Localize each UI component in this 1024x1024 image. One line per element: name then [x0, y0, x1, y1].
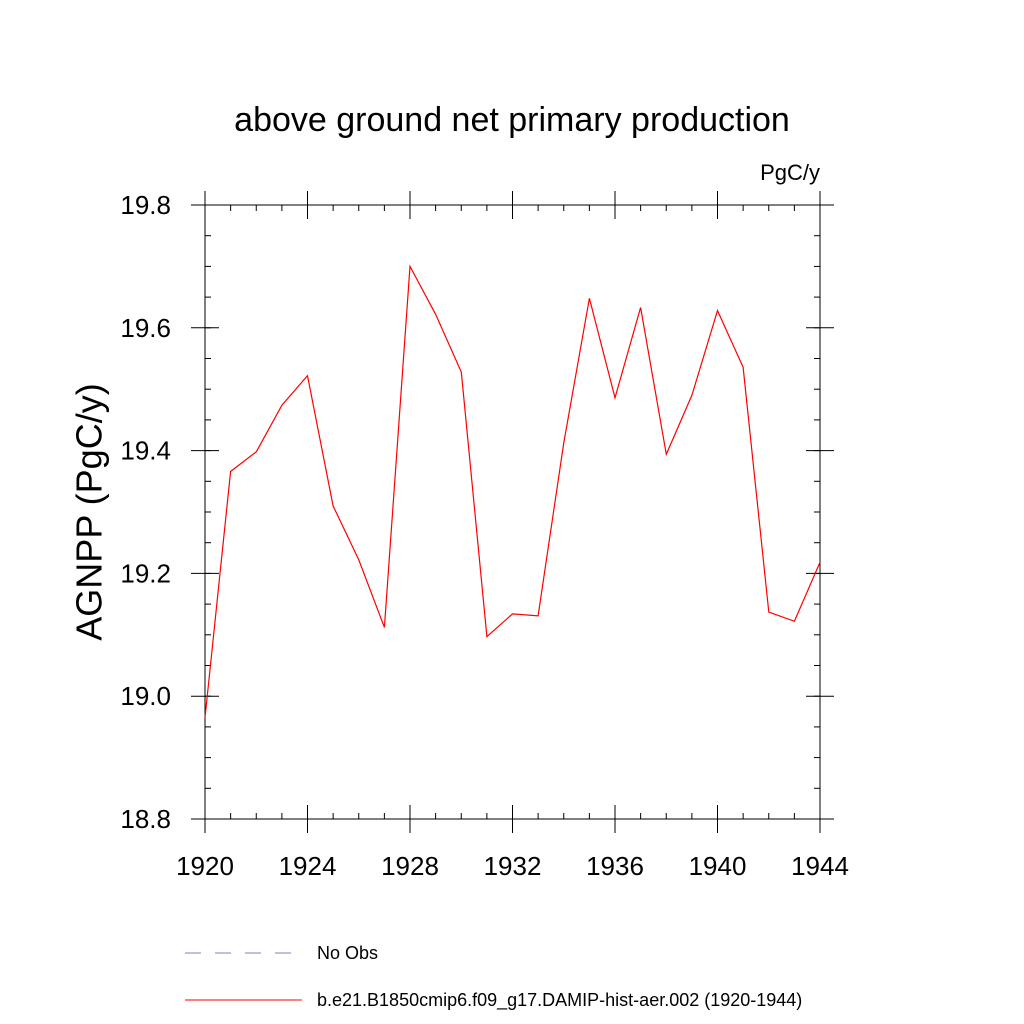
legend-label: b.e21.B1850cmip6.f09_g17.DAMIP-hist-aer.…: [317, 990, 802, 1011]
x-tick-label: 1944: [791, 851, 849, 881]
x-tick-labels: 1920 1924 1928 1932 1936 1940 1944: [176, 851, 849, 881]
y-axis-label: AGNPP (PgC/y): [69, 383, 110, 640]
x-tick-label: 1932: [484, 851, 542, 881]
y-tick-label: 19.2: [120, 558, 171, 588]
x-tick-label: 1924: [279, 851, 337, 881]
series-layer: [204, 264, 821, 718]
y-tick-label: 19.0: [120, 681, 171, 711]
units-label: PgC/y: [760, 160, 820, 185]
minor-ticks: [204, 204, 821, 820]
x-tick-label: 1928: [381, 851, 439, 881]
y-tick-label: 18.8: [120, 804, 171, 834]
y-tick-label: 19.4: [120, 436, 171, 466]
x-tick-label: 1940: [689, 851, 747, 881]
chart-title: above ground net primary production: [234, 101, 790, 139]
y-tick-label: 19.6: [120, 313, 171, 343]
legend-label: No Obs: [317, 943, 378, 963]
x-tick-label: 1920: [176, 851, 234, 881]
plot-frame: [204, 204, 821, 820]
major-ticks: [191, 191, 834, 833]
y-tick-label: 19.8: [120, 190, 171, 220]
legend: No Obs b.e21.B1850cmip6.f09_g17.DAMIP-his…: [185, 943, 802, 1011]
y-tick-labels: 18.8 19.0 19.2 19.4 19.6 19.8: [120, 190, 171, 834]
x-tick-label: 1936: [586, 851, 644, 881]
series-line: [204, 264, 821, 718]
